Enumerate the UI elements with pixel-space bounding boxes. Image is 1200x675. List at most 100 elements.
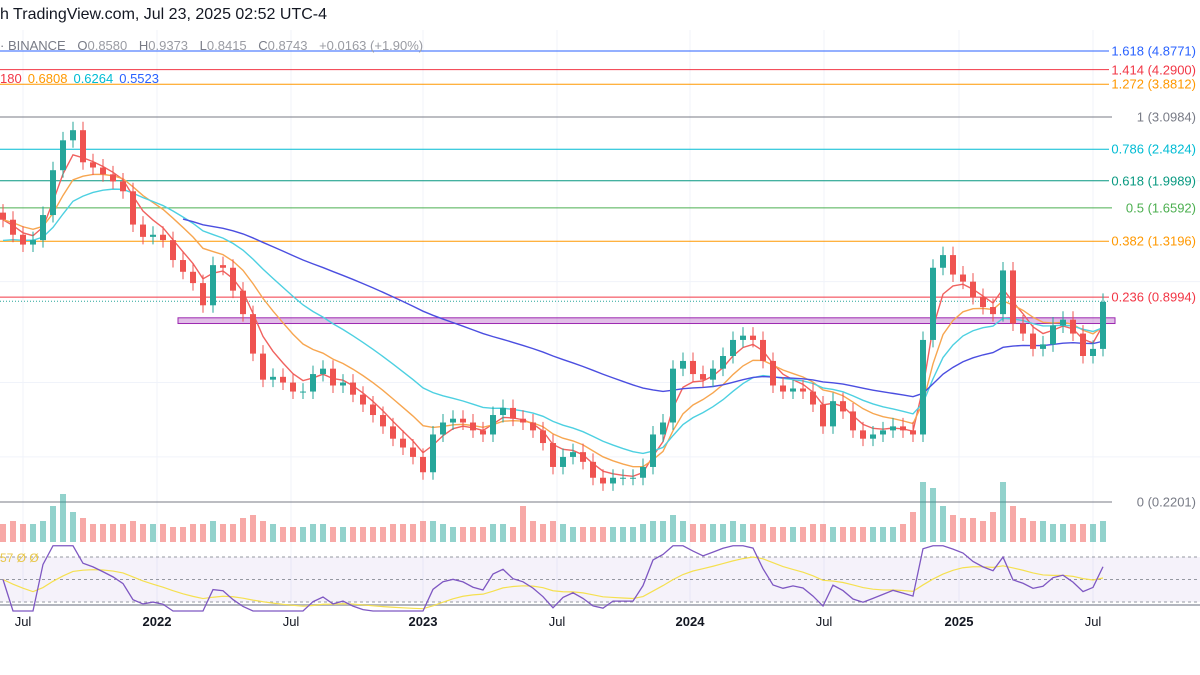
candle-body [380,415,386,427]
candle-body [890,426,896,431]
time-axis-label: Jul [282,614,300,629]
candle-body [770,360,776,386]
volume-bar [690,524,696,542]
candle-body [1090,348,1096,357]
volume-bar [10,521,16,542]
volume-bar [90,524,96,542]
candle-body [990,307,996,315]
candle-body [1080,333,1086,357]
candle-body [560,456,566,467]
candle-body [20,234,26,245]
volume-bar [1010,506,1016,542]
candle-body [1000,270,1006,315]
candle-body [900,426,906,431]
candle-body [550,443,556,467]
volume-bar [390,524,396,542]
candle-body [980,296,986,308]
volume-bar [720,524,726,542]
volume-bar [420,521,426,542]
volume-bar [740,524,746,542]
volume-bar [490,524,496,542]
volume-bar [250,515,256,542]
candle-body [490,415,496,435]
candle-body [320,368,326,375]
close-value: C0.8743 [258,38,308,53]
volume-bar [990,512,996,542]
volume-bar [480,527,486,542]
volume-bar [360,527,366,542]
fib-level-label: 0.382 (1.3196) [1109,233,1196,249]
candle-body [390,426,396,439]
volume-bar [160,524,166,542]
candle-body [170,240,176,261]
volume-bar [620,527,626,542]
volume-bar [120,524,126,542]
candle-body [410,447,416,457]
rsi-legend: 57 Ø Ø [0,551,39,565]
candle-body [300,391,306,393]
time-axis-label: Jul [14,614,32,629]
volume-bar [110,524,116,542]
candle-body [150,234,156,237]
candle-body [140,224,146,237]
candle-body [780,385,786,392]
candle-body [30,240,36,245]
publish-header: h TradingView.com, Jul 23, 2025 02:52 UT… [0,6,327,23]
fib-level-label: 0 (0.2201) [1134,494,1196,510]
candle-body [720,356,726,369]
candle-body [1100,301,1106,349]
candle-body [230,267,236,291]
ma-value: 180 [0,71,22,86]
volume-bar [1020,518,1026,542]
volume-bar [380,527,386,542]
candle-body [50,170,56,216]
candle-body [570,452,576,457]
volume-bar [750,524,756,542]
time-axis-label: Jul [1084,614,1102,629]
low-value: L0.8415 [199,38,247,53]
volume-bar [60,494,66,542]
volume-bar [800,527,806,542]
volume-bar [550,521,556,542]
volume-bar [220,524,226,542]
candle-body [820,404,826,427]
ma-line-cyan [2,188,1104,455]
volume-bar [340,527,346,542]
volume-bar [70,512,76,542]
candle-body [740,335,746,340]
volume-bar [880,527,886,542]
volume-bar [950,515,956,542]
volume-bar [590,527,596,542]
ma-line-blue [182,218,1104,398]
volume-bar [850,527,856,542]
candle-body [350,382,356,395]
volume-bar [810,524,816,542]
candle-body [130,191,136,225]
candle-body [630,477,636,479]
candle-body [340,382,346,386]
volume-bar [1030,521,1036,542]
time-axis-label: Jul [548,614,566,629]
candle-body [670,368,676,423]
candle-body [880,430,886,435]
volume-bar [790,527,796,542]
open-value: O0.8580 [77,38,128,53]
candle-body [370,404,376,416]
volume-bar [230,524,236,542]
candle-body [950,255,956,275]
volume-bar [290,527,296,542]
candle-body [450,418,456,423]
candle-body [270,376,276,380]
volume-bar [920,482,926,542]
candle-body [330,368,336,386]
volume-bar [1050,524,1056,542]
volume-bar [510,527,516,542]
candle-body [310,374,316,392]
volume-bar [1080,524,1086,542]
time-axis-label: 2024 [675,614,705,629]
candle-body [160,234,166,241]
volume-bar [1090,524,1096,542]
volume-bar [130,521,136,542]
candle-body [430,434,436,473]
